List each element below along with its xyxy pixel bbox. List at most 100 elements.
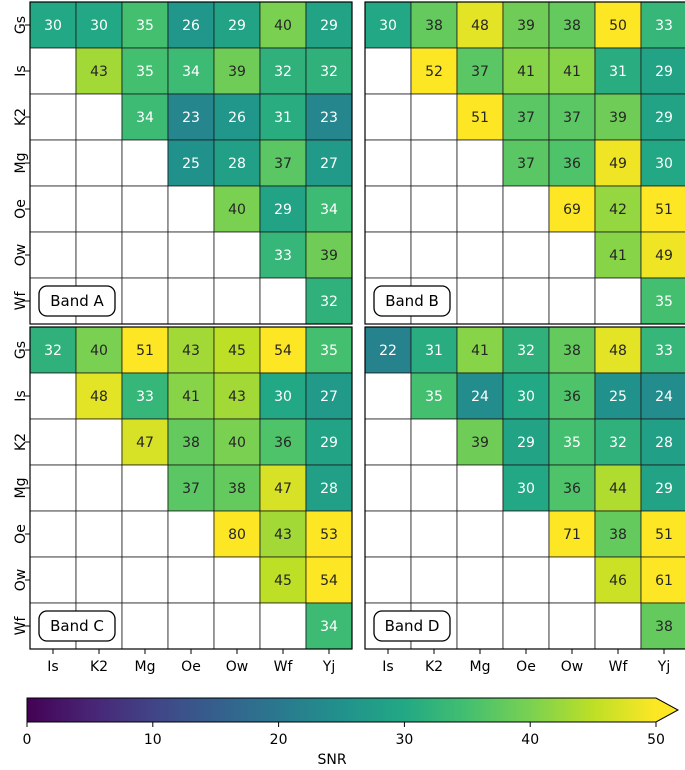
- cell-value-label: 39: [471, 435, 489, 451]
- heatmap-cell: [75, 464, 123, 512]
- heatmap-cell: [548, 277, 596, 325]
- heatmap-cell: [410, 556, 458, 604]
- heatmap-cell: [213, 372, 261, 420]
- colorbar-tick-label: 50: [647, 732, 665, 748]
- cell-value-label: 35: [563, 435, 581, 451]
- heatmap-cell: [456, 231, 504, 279]
- cell-value-label: 32: [320, 64, 338, 80]
- heatmap-cell: [29, 139, 77, 187]
- heatmap-cell: [121, 372, 169, 420]
- cell-value-label: 38: [425, 18, 443, 34]
- heatmap-cell: [502, 602, 550, 650]
- heatmap-cell: [29, 231, 77, 279]
- heatmap-cell: [75, 556, 123, 604]
- heatmap-cell: [410, 418, 458, 466]
- heatmap-cell: [167, 47, 215, 95]
- heatmap-cell: [502, 326, 550, 374]
- cell-value-label: 28: [655, 435, 673, 451]
- x-tick-label: Is: [47, 659, 58, 675]
- colorbar-tick-label: 40: [521, 732, 539, 748]
- colorbar-gradient: [27, 698, 656, 722]
- heatmap-cell: [456, 47, 504, 95]
- heatmap-cell: [594, 1, 642, 49]
- heatmap-cell: [364, 372, 412, 420]
- x-tick-label: Ow: [561, 659, 583, 675]
- cell-value-label: 34: [182, 64, 200, 80]
- y-tick-label: Ow: [13, 569, 29, 591]
- band-label: Band A: [50, 292, 104, 310]
- cell-value-label: 39: [228, 64, 246, 80]
- cell-value-label: 48: [609, 343, 627, 359]
- cell-value-label: 29: [320, 18, 338, 34]
- heatmap-cell: [502, 372, 550, 420]
- heatmap-cell: [121, 277, 169, 325]
- heatmap-cell: [364, 556, 412, 604]
- heatmap-cell: [213, 556, 261, 604]
- heatmap-cell: [594, 556, 642, 604]
- heatmap-cell: [594, 231, 642, 279]
- band-label: Band D: [385, 617, 440, 635]
- cell-value-label: 33: [655, 18, 673, 34]
- cell-value-label: 28: [228, 156, 246, 172]
- heatmap-panel: 30 38 48 39 38 50 33 52 37 41 41 31 29 51 37 37 39 29 37 36…: [364, 1, 685, 325]
- heatmap-cell: [456, 277, 504, 325]
- cell-value-label: 39: [517, 18, 535, 34]
- heatmap-cell: [75, 231, 123, 279]
- cell-value-label: 36: [563, 389, 581, 405]
- cell-value-label: 29: [517, 435, 535, 451]
- cell-value-label: 37: [471, 64, 489, 80]
- heatmap-cell: [364, 93, 412, 141]
- heatmap-cell: [594, 510, 642, 558]
- cell-value-label: 29: [655, 481, 673, 497]
- heatmap-cell: [121, 326, 169, 374]
- cell-value-label: 33: [655, 343, 673, 359]
- heatmap-cell: [640, 556, 685, 604]
- heatmap-cell: [259, 372, 307, 420]
- heatmap-cell: [213, 602, 261, 650]
- cell-value-label: 33: [274, 248, 292, 264]
- heatmap-cell: [121, 139, 169, 187]
- cell-value-label: 49: [655, 248, 673, 264]
- cell-value-label: 33: [136, 389, 154, 405]
- heatmap-cell: [29, 93, 77, 141]
- cell-value-label: 35: [136, 64, 154, 80]
- heatmap-cell: [502, 277, 550, 325]
- colorbar-outline: [26, 697, 680, 723]
- y-tick-label: Mg: [13, 153, 29, 174]
- heatmap-cell: [29, 185, 77, 233]
- heatmap-cell: [75, 93, 123, 141]
- cell-value-label: 43: [182, 343, 200, 359]
- cell-value-label: 25: [609, 389, 627, 405]
- heatmap-cell: [259, 602, 307, 650]
- cell-value-label: 38: [228, 481, 246, 497]
- heatmap-cell: [364, 47, 412, 95]
- cell-value-label: 38: [655, 619, 673, 635]
- heatmap-cell: [167, 139, 215, 187]
- heatmap-cell: [640, 277, 685, 325]
- cell-value-label: 37: [274, 156, 292, 172]
- heatmap-cell: [259, 93, 307, 141]
- cell-value-label: 37: [563, 110, 581, 126]
- heatmap-cell: [594, 326, 642, 374]
- heatmap-cell: [456, 185, 504, 233]
- heatmap-cell: [259, 510, 307, 558]
- y-tick-label: Is: [13, 65, 29, 76]
- heatmap-cell: [305, 464, 353, 512]
- heatmap-cell: [548, 231, 596, 279]
- heatmap-cell: [167, 277, 215, 325]
- heatmap-cell: [167, 231, 215, 279]
- heatmap-cell: [167, 372, 215, 420]
- heatmap-cell: [29, 464, 77, 512]
- x-tick-label: Mg: [135, 659, 156, 675]
- heatmap-cell: [305, 139, 353, 187]
- heatmap-cell: [75, 510, 123, 558]
- cell-value-label: 29: [274, 202, 292, 218]
- heatmap-cell: [29, 47, 77, 95]
- heatmap-cell: [121, 231, 169, 279]
- heatmap-cell: [364, 139, 412, 187]
- colorbar-tick-label: 10: [144, 732, 162, 748]
- heatmap-cell: [213, 277, 261, 325]
- y-tick-label: Oe: [13, 524, 29, 544]
- heatmap-cell: [121, 93, 169, 141]
- cell-value-label: 41: [517, 64, 535, 80]
